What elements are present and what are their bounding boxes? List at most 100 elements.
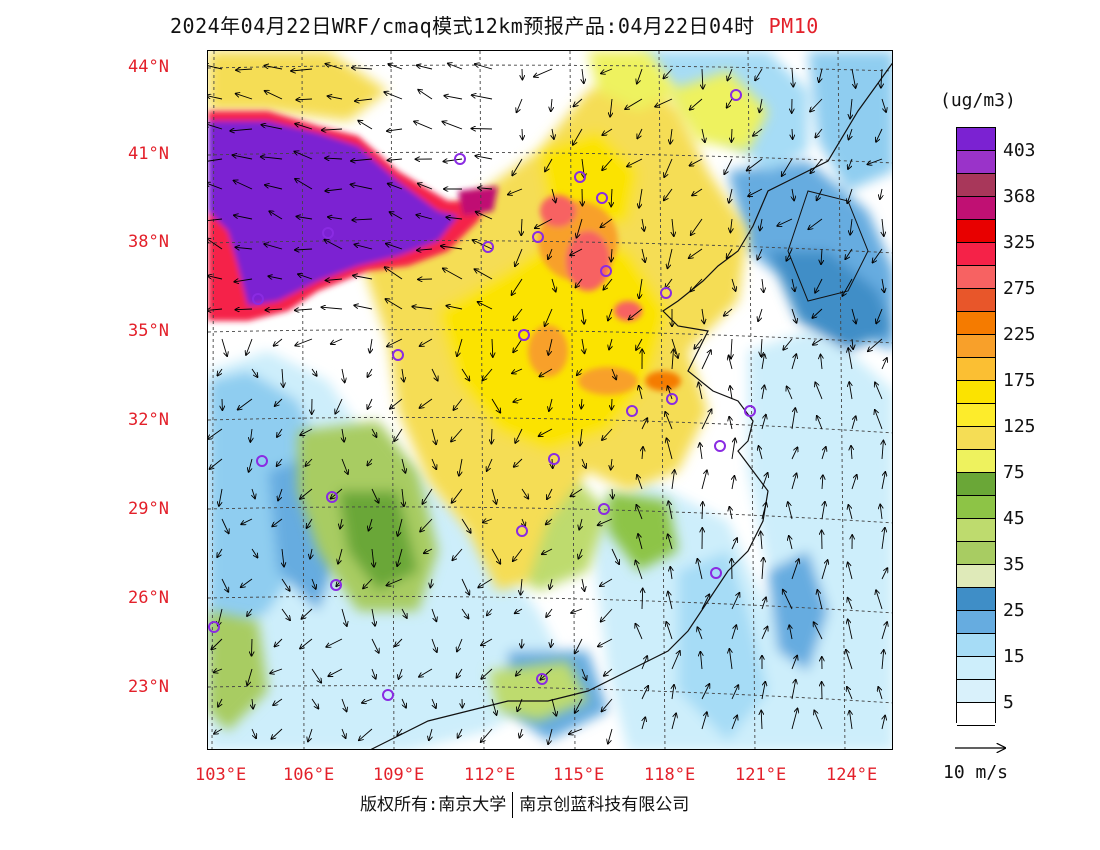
wind-arrow — [847, 188, 853, 203]
wind-arrow — [358, 121, 373, 130]
city-station-marker — [574, 171, 586, 183]
wind-arrow — [278, 488, 283, 501]
wind-arrow — [367, 398, 373, 409]
wind-arrow — [522, 638, 523, 648]
wind-arrow — [667, 438, 673, 460]
wind-arrow — [729, 188, 732, 203]
wind-arrow — [671, 713, 676, 730]
wind-arrow — [850, 711, 853, 730]
wind-arrow — [208, 65, 223, 70]
wind-arrow — [218, 608, 223, 626]
colorbar-segment — [957, 427, 995, 450]
wind-arrow — [579, 518, 582, 530]
wind-arrow — [251, 548, 258, 558]
wind-arrow — [611, 368, 616, 379]
wind-arrow — [552, 128, 554, 139]
pm10-forecast-map — [207, 50, 893, 750]
wind-arrow — [875, 410, 883, 430]
wind-arrow — [271, 728, 283, 739]
wind-arrow — [476, 212, 493, 220]
wind-arrow — [264, 66, 283, 70]
colorbar-segment — [957, 404, 995, 427]
wind-arrow — [551, 98, 552, 111]
wind-arrow — [387, 338, 403, 347]
wind-arrow — [342, 368, 345, 382]
wind-arrow — [629, 308, 643, 319]
city-station-marker — [482, 241, 494, 253]
wind-arrow — [611, 188, 612, 206]
colorbar-segment — [957, 335, 995, 358]
wind-arrow — [761, 503, 766, 520]
wind-arrow — [452, 488, 463, 503]
wind-arrow — [261, 125, 283, 130]
wind-arrow — [305, 458, 313, 466]
wind-arrow — [516, 668, 523, 676]
wind-arrow — [296, 217, 313, 220]
wind-arrow — [702, 128, 705, 142]
wind-arrow — [443, 159, 463, 162]
wind-arrow — [551, 188, 556, 202]
wind-arrow — [762, 558, 763, 580]
wind-arrow — [641, 686, 648, 700]
wind-arrow — [221, 518, 229, 533]
wind-arrow — [761, 711, 762, 730]
wind-arrow — [668, 501, 673, 520]
wind-arrow — [700, 652, 702, 670]
wind-arrow — [492, 338, 493, 357]
wind-arrow — [461, 608, 469, 618]
wind-arrow — [431, 428, 436, 444]
wind-arrow — [513, 308, 523, 320]
wind-arrow — [882, 650, 884, 670]
wind-arrow — [582, 68, 584, 83]
wind-arrow — [298, 274, 313, 280]
wind-arrow — [548, 728, 553, 744]
lon-label-115: 115°E — [553, 765, 605, 785]
wind-arrow — [731, 278, 736, 291]
wind-arrow — [783, 590, 793, 610]
wind-arrow — [446, 217, 463, 219]
footer-right: 南京创蓝科技有限公司 — [519, 795, 690, 815]
wind-arrow — [336, 578, 343, 586]
wind-arrow — [481, 668, 493, 679]
wind-arrow — [294, 152, 313, 160]
wind-arrow — [513, 399, 523, 402]
wind-arrow — [849, 382, 852, 400]
colorbar-segment — [957, 220, 995, 243]
wind-arrow — [277, 428, 283, 437]
colorbar-segment — [957, 266, 995, 289]
wind-arrow — [322, 129, 343, 130]
wind-arrow — [326, 638, 343, 647]
wind-arrow — [300, 428, 313, 435]
wind-arrow — [252, 698, 253, 709]
wind-arrow — [850, 98, 852, 119]
wind-reference-arrow — [955, 740, 1009, 756]
wind-arrow — [515, 428, 523, 443]
wind-arrow — [512, 278, 523, 295]
wind-arrow — [431, 608, 436, 621]
wind-arrow — [672, 470, 675, 490]
wind-arrow — [666, 622, 673, 640]
wind-arrow — [570, 248, 583, 255]
wind-arrow — [882, 278, 884, 292]
map-canvas — [208, 51, 892, 749]
wind-reference-label: 10 m/s — [943, 762, 1009, 783]
colorbar-unit: (ug/m3) — [940, 90, 1016, 111]
wind-arrow — [786, 248, 793, 261]
wind-arrow — [547, 488, 553, 499]
wind-arrow — [545, 158, 553, 171]
wind-arrow — [387, 578, 403, 586]
lat-label-35: 35°N — [128, 321, 169, 341]
wind-arrow — [671, 651, 680, 670]
wind-arrow — [461, 368, 469, 381]
colorbar-segment — [957, 519, 995, 542]
wind-arrow — [521, 218, 522, 235]
wind-arrow — [788, 502, 793, 520]
wind-arrow — [517, 98, 523, 112]
footer-left: 版权所有:南京大学 — [360, 795, 507, 815]
wind-arrow — [761, 682, 765, 700]
wind-arrow — [424, 548, 433, 553]
wind-arrow — [414, 121, 433, 130]
wind-arrow — [598, 518, 613, 525]
wind-arrow — [702, 68, 703, 89]
wind-arrow — [238, 398, 253, 410]
